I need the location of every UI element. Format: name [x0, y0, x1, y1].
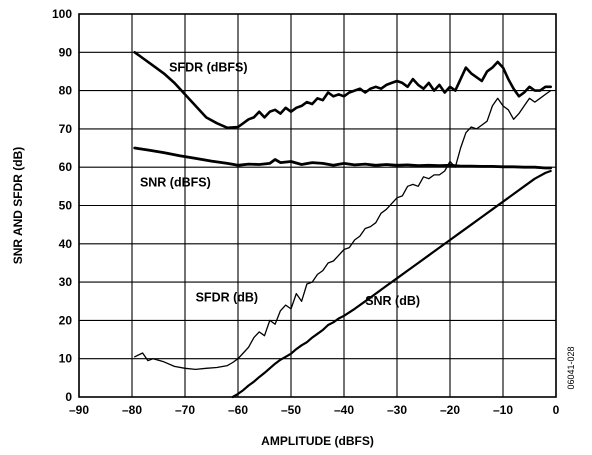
x-tick-label-9: 0 [553, 403, 560, 417]
y-tick-label-2: 20 [59, 313, 73, 327]
y-tick-label-7: 70 [59, 122, 73, 136]
plot-frame [78, 13, 557, 398]
series-label-0: SFDR (dBFS) [169, 60, 247, 74]
y-tick-label-1: 10 [59, 352, 73, 366]
y-tick-label-4: 40 [59, 237, 73, 251]
series-line-2 [134, 89, 552, 371]
y-tick-label-6: 60 [59, 160, 73, 174]
series-line-1 [133, 146, 553, 170]
series-label-2: SFDR (dB) [196, 290, 259, 304]
x-tick-label-1: –80 [122, 403, 142, 417]
x-axis-title: AMPLITUDE (dBFS) [261, 434, 374, 448]
x-tick-label-6: –30 [387, 403, 407, 417]
y-tick-label-0: 0 [65, 390, 72, 404]
x-tick-label-2: –70 [175, 403, 195, 417]
series-labels: SFDR (dBFS) SNR (dBFS) SFDR (dB) SNR (dB) [140, 60, 420, 308]
series-lines [133, 51, 553, 399]
series-line-3 [231, 169, 552, 399]
x-tick-label-8: –10 [493, 403, 513, 417]
figure-code: 06041-028 [566, 346, 576, 389]
x-tick-label-3: –60 [228, 403, 248, 417]
y-tick-label-10: 100 [52, 7, 72, 21]
y-tick-label-8: 80 [59, 84, 73, 98]
y-tick-labels: 0 10 20 30 40 50 60 70 80 90 100 [52, 7, 72, 404]
y-tick-label-3: 30 [59, 275, 73, 289]
series-label-3: SNR (dB) [365, 294, 420, 308]
series-label-1: SNR (dBFS) [140, 175, 211, 189]
x-tick-label-5: –40 [334, 403, 354, 417]
x-tick-label-4: –50 [281, 403, 301, 417]
x-tick-label-0: –90 [69, 403, 89, 417]
y-axis-title: SNR AND SFDR (dB) [11, 147, 25, 265]
series-line-0 [133, 51, 552, 130]
y-tick-label-5: 50 [59, 199, 73, 213]
x-tick-label-7: –20 [440, 403, 460, 417]
plot-border [78, 13, 557, 398]
y-tick-label-9: 90 [59, 45, 73, 59]
x-tick-labels: –90 –80 –70 –60 –50 –40 –30 –20 –10 0 [69, 403, 560, 417]
grid [78, 13, 557, 398]
